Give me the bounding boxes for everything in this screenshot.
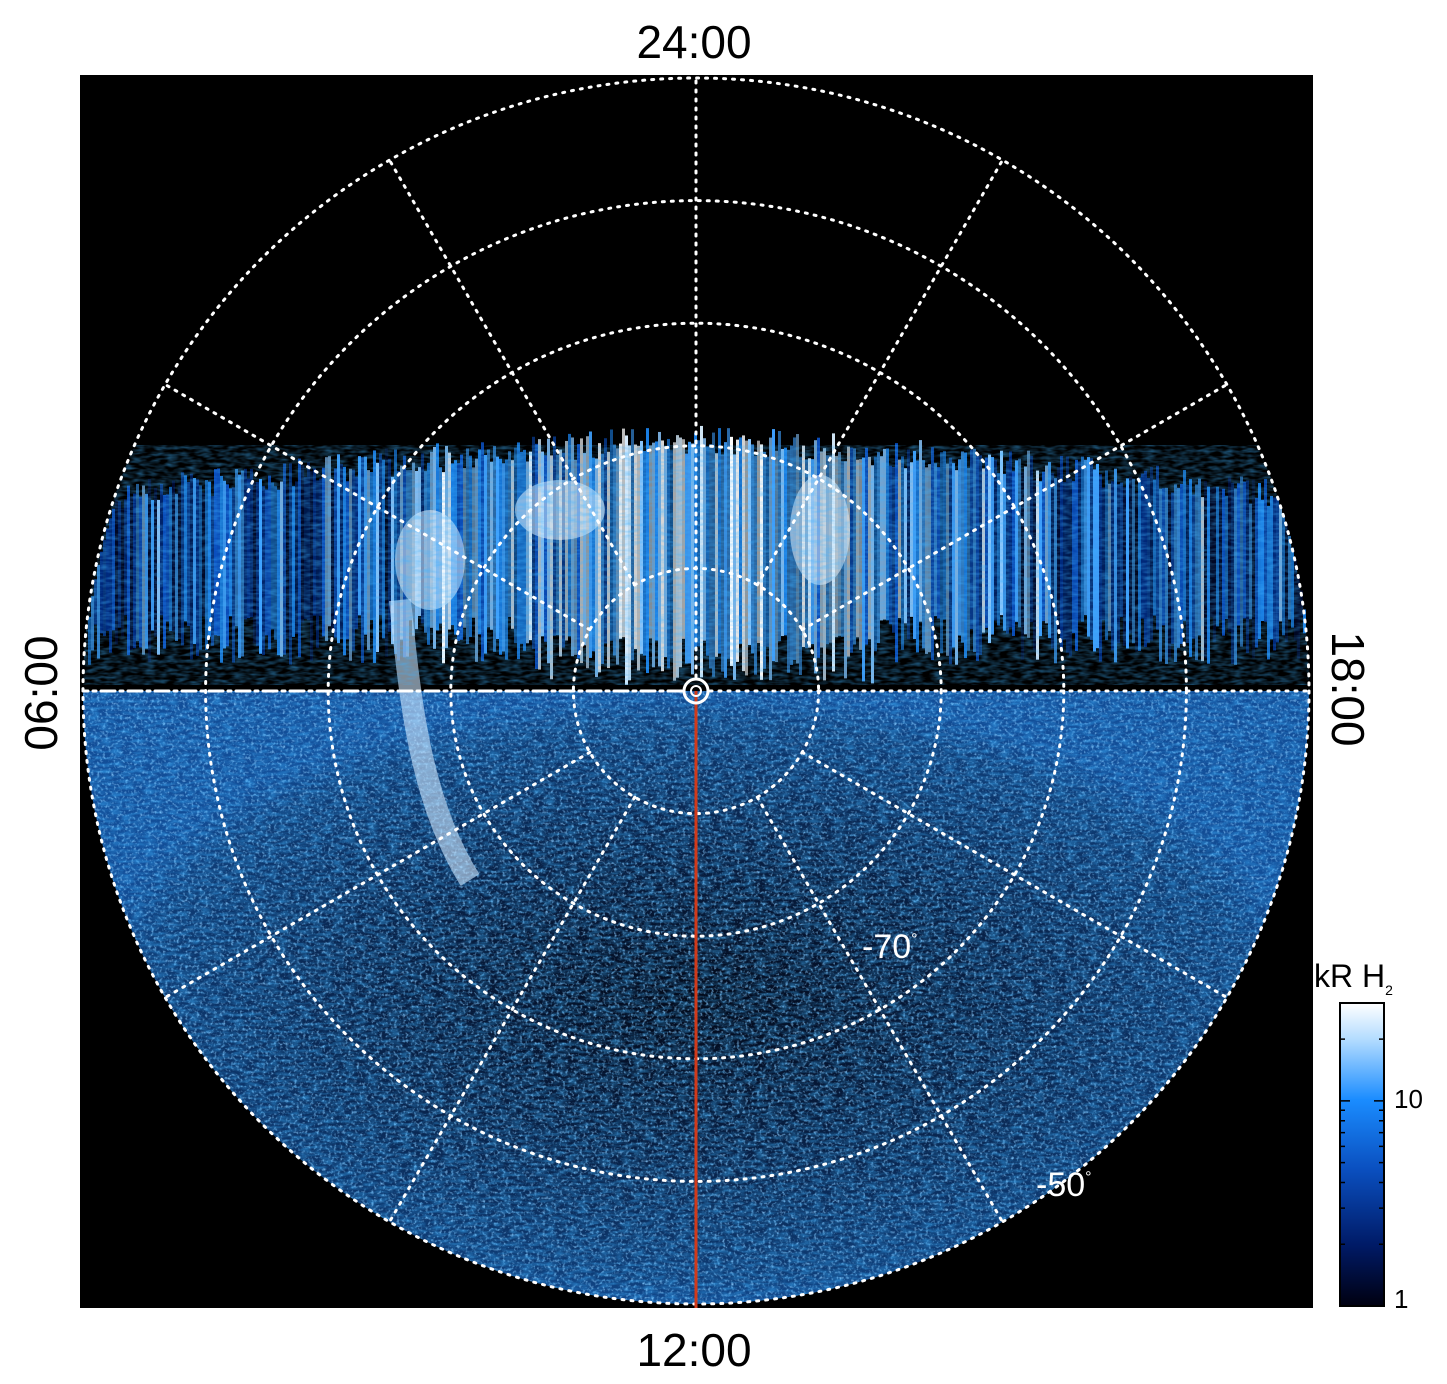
colorbar-tick-label-1: 1 bbox=[1394, 1284, 1408, 1314]
lt-label-bottom: 12:00 bbox=[636, 1324, 751, 1376]
colorbar-title: kR H2 bbox=[1314, 958, 1393, 998]
lt-label-right: 18:00 bbox=[1322, 631, 1374, 746]
lt-label-top: 24:00 bbox=[636, 16, 751, 68]
local-time-line bbox=[755, 795, 1004, 1224]
local-time-line bbox=[800, 750, 1229, 999]
lt-label-left: 06:00 bbox=[15, 635, 67, 750]
local-time-line bbox=[388, 795, 637, 1224]
colorbar-gradient bbox=[1339, 1002, 1385, 1307]
colorbar-ticks bbox=[1340, 1002, 1384, 1307]
pole-marker-inner bbox=[690, 685, 702, 697]
colorbar-tick-label-10: 10 bbox=[1394, 1084, 1423, 1114]
local-time-line bbox=[800, 383, 1229, 632]
colorbar: kR H2 10 1 bbox=[1314, 958, 1423, 1314]
lat-label-50: -50° bbox=[1036, 1166, 1092, 1204]
local-time-line bbox=[388, 158, 637, 587]
pole-marker-outer bbox=[682, 677, 710, 705]
local-time-line bbox=[755, 158, 1004, 587]
local-time-line bbox=[163, 383, 592, 632]
lat-label-70: -70° bbox=[862, 928, 918, 966]
latitude-circle bbox=[449, 444, 943, 938]
local-time-line bbox=[163, 750, 592, 999]
